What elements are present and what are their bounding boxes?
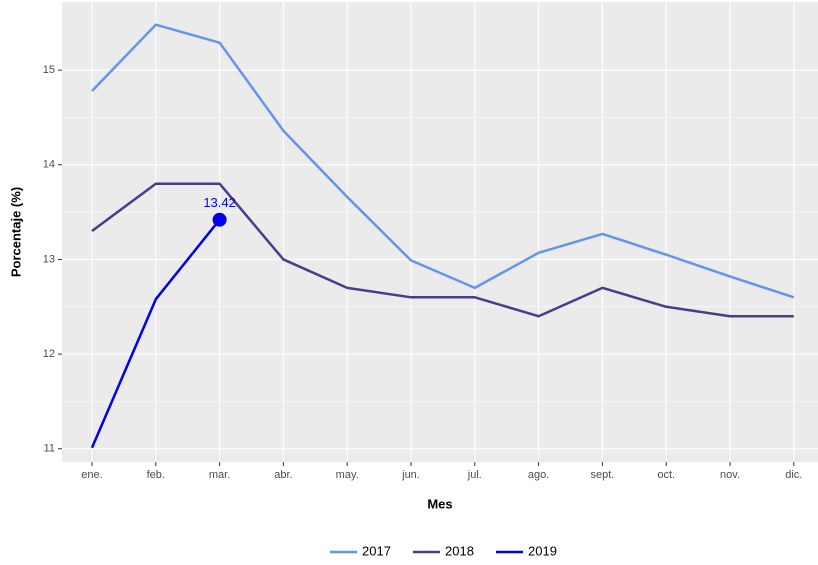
data-label: 13.42	[203, 195, 236, 210]
y-tick-label: 14	[43, 159, 55, 171]
x-tick-label: dic.	[785, 469, 802, 481]
x-tick-label: may.	[336, 469, 359, 481]
x-tick-label: oct.	[657, 469, 675, 481]
x-tick-label: sept.	[590, 469, 614, 481]
y-tick-label: 13	[43, 253, 55, 265]
y-axis-title: Porcentaje (%)	[8, 187, 23, 277]
line	[91, 23, 795, 299]
y-tick-label: 12	[43, 348, 55, 360]
legend-label: 2017	[362, 543, 391, 558]
x-tick-label: jun.	[401, 469, 420, 481]
x-tick-label: ago.	[528, 469, 549, 481]
panel	[62, 2, 818, 462]
point	[212, 212, 227, 227]
legend-label: 2019	[528, 543, 557, 558]
y-tick-label: 11	[44, 443, 55, 455]
x-tick-label: mar.	[209, 469, 230, 481]
x-tick-label: feb.	[147, 469, 165, 481]
x-axis-title: Mes	[427, 496, 452, 511]
x-tick-label: jul.	[467, 469, 482, 481]
x-tick-label: ene.	[81, 469, 102, 481]
y-tick-label: 15	[43, 64, 55, 76]
line	[90, 218, 221, 449]
x-tick-label: abr.	[274, 469, 292, 481]
line	[91, 182, 794, 318]
x-tick-label: nov.	[720, 469, 740, 481]
legend-label: 2018	[445, 543, 474, 558]
